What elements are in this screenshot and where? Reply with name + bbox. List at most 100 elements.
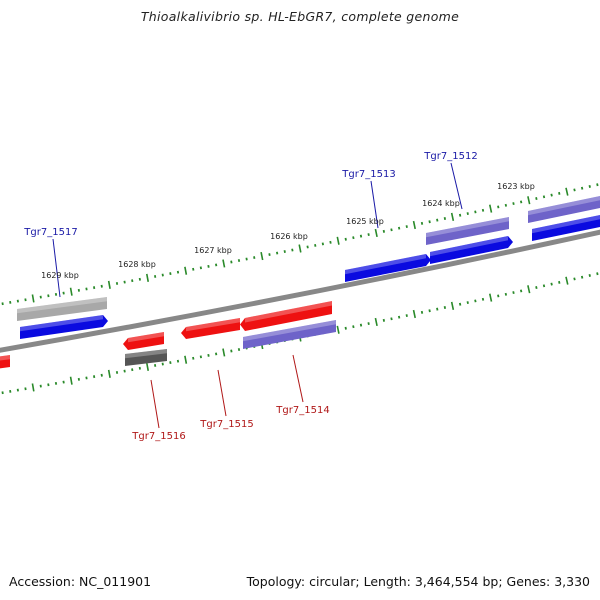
outer-minor-tick (588, 185, 591, 188)
outer-minor-tick (397, 226, 401, 230)
outer-major-tick (31, 294, 35, 303)
inner-minor-tick (352, 325, 355, 329)
outer-minor-tick (428, 220, 431, 224)
outer-major-tick (145, 273, 150, 282)
outer-minor-tick (596, 183, 599, 187)
inner-major-tick (107, 369, 111, 378)
outer-minor-tick (382, 229, 386, 233)
outer-minor-tick (291, 248, 294, 252)
gene-label-tgr7-1512[interactable]: Tgr7_1512 (423, 151, 477, 162)
outer-minor-tick (573, 188, 576, 192)
gene-tgr7-1517-gray[interactable] (17, 297, 107, 321)
outer-minor-tick (542, 195, 546, 199)
kbp-label-1626: 1626 kbp (270, 232, 308, 241)
outer-minor-tick (253, 256, 256, 259)
gene-label-tgr7-1514[interactable]: Tgr7_1514 (275, 405, 329, 416)
outer-major-tick (374, 228, 378, 238)
inner-minor-tick (573, 277, 576, 281)
outer-minor-tick (458, 213, 462, 217)
outer-minor-tick (481, 208, 485, 212)
outer-minor-tick (329, 240, 332, 244)
inner-major-tick (145, 362, 150, 371)
gene-label-tgr7-1517[interactable]: Tgr7_1517 (23, 227, 77, 238)
gene-label-tgr7-1513[interactable]: Tgr7_1513 (341, 169, 395, 180)
outer-tick-track (1, 183, 599, 306)
kbp-label-1624: 1624 kbp (422, 199, 460, 208)
outer-minor-tick (558, 191, 561, 195)
leader-tgr7-1515 (217, 369, 227, 417)
inner-minor-tick (542, 284, 546, 288)
gene-tgr7-1514-purple[interactable] (243, 320, 336, 349)
kbp-label-1629: 1629 kbp (41, 271, 79, 280)
inner-minor-tick (550, 282, 553, 286)
inner-minor-tick (382, 318, 386, 322)
outer-minor-tick (550, 193, 553, 197)
outer-minor-tick (474, 210, 477, 214)
inner-major-tick (222, 348, 226, 357)
inner-major-tick (527, 285, 531, 294)
gene-tgr7-1512-blue[interactable] (430, 236, 513, 264)
gene-tgr7-1516-gray[interactable] (125, 349, 167, 366)
outer-minor-tick (352, 236, 355, 240)
gene-tgr7-1513-blue[interactable] (345, 254, 431, 282)
outer-minor-tick (512, 202, 515, 206)
inner-major-tick (412, 309, 416, 319)
inner-major-tick (336, 325, 340, 334)
gene-features (0, 195, 600, 369)
gene-reverse-edge[interactable] (0, 355, 10, 369)
outer-major-tick (527, 196, 531, 205)
kbp-label-1623: 1623 kbp (497, 182, 535, 191)
inner-major-tick (565, 276, 569, 285)
accession-text: Accession: NC_011901 (9, 574, 152, 589)
outer-major-tick (488, 204, 493, 213)
outer-minor-tick (436, 218, 439, 222)
gene-label-tgr7-1515[interactable]: Tgr7_1515 (199, 419, 253, 430)
outer-minor-tick (306, 245, 309, 249)
kbp-label-1627: 1627 kbp (194, 246, 232, 255)
outer-major-tick (107, 280, 111, 289)
leader-tgr7-1516 (150, 379, 160, 429)
gene-tgr7-1512-purple[interactable] (426, 217, 509, 245)
inner-minor-tick (420, 310, 424, 314)
outer-minor-tick (466, 212, 469, 216)
gene-label-tgr7-1516[interactable]: Tgr7_1516 (131, 431, 185, 442)
outer-major-tick (184, 266, 188, 275)
outer-major-tick (298, 244, 302, 253)
leader-tgr7-1512 (450, 162, 463, 210)
outer-minor-tick (535, 197, 538, 200)
map-title: Thioalkalivibrio sp. HL-EbGR7, complete … (140, 9, 460, 24)
outer-major-tick (412, 220, 416, 230)
kbp-label-1628: 1628 kbp (118, 260, 156, 269)
inner-minor-tick (558, 280, 561, 284)
outer-major-tick (450, 212, 455, 221)
inner-minor-tick (481, 297, 485, 301)
outer-minor-tick (504, 203, 508, 207)
leader-tgr7-1514 (292, 354, 304, 403)
gene-tgr7-1514-red[interactable] (240, 301, 332, 331)
inner-minor-tick (504, 292, 508, 296)
outer-minor-tick (519, 200, 523, 204)
label-leaders (52, 162, 463, 429)
inner-minor-tick (359, 323, 363, 327)
outer-minor-tick (237, 259, 241, 262)
gene-tgr7-1511-purple[interactable] (528, 195, 600, 223)
inner-major-tick (450, 301, 455, 310)
gene-tgr7-1511-blue[interactable] (532, 214, 600, 241)
gene-tgr7-1516-red[interactable] (123, 332, 164, 350)
outer-minor-tick (367, 233, 370, 237)
gene-tgr7-1515-red[interactable] (181, 318, 240, 339)
inner-minor-tick (497, 294, 500, 298)
gene-forward-blue-1517[interactable] (20, 315, 108, 339)
outer-minor-tick (497, 205, 500, 209)
inner-minor-tick (397, 315, 401, 319)
outer-minor-tick (443, 217, 447, 220)
inner-minor-tick (596, 272, 599, 276)
inner-minor-tick (390, 317, 393, 321)
outer-minor-tick (390, 228, 393, 232)
inner-minor-tick (428, 309, 431, 313)
outer-major-tick (260, 251, 264, 261)
inner-minor-tick (466, 301, 469, 305)
inner-major-tick (31, 383, 35, 392)
inner-major-tick (69, 376, 73, 385)
outer-minor-tick (314, 243, 317, 247)
